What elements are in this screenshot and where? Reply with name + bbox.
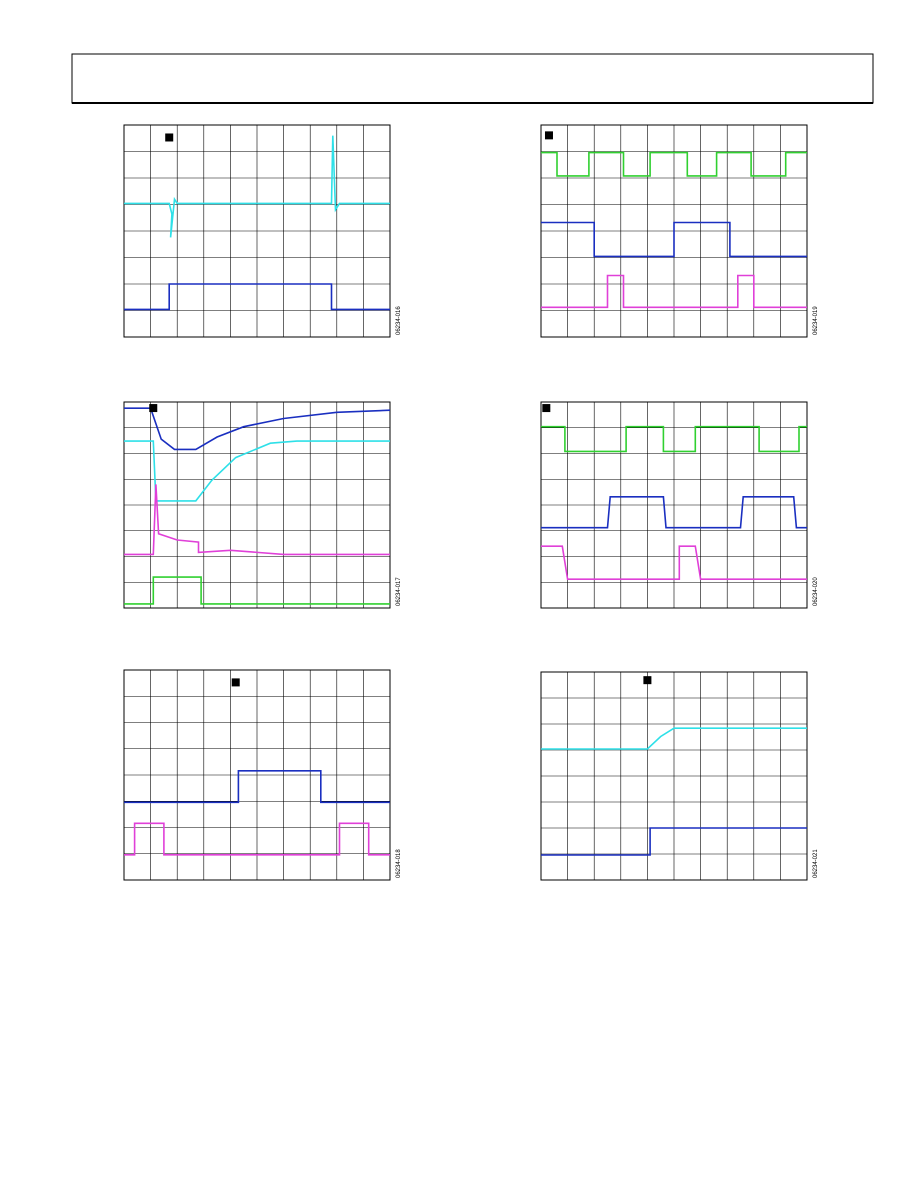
waveform [541,545,807,581]
scope-plot: 06234-018 [123,669,402,881]
figure-id: 06234-017 [396,577,402,606]
trigger-marker [149,404,158,413]
figure-id: 06234-021 [813,849,819,878]
waveform [541,495,807,529]
scope-plot: 06234-017 [123,401,402,609]
figure-id: 06234-016 [396,306,402,335]
waveform [124,769,390,804]
scope-plot: 06234-019 [540,124,819,338]
figure-id: 06234-019 [813,306,819,335]
scope-plot: 06234-016 [123,124,402,338]
scope-plot: 06234-020 [540,401,819,609]
waveform [541,425,807,453]
scope-plot: 06234-021 [540,671,819,881]
waveform [124,440,390,502]
waveform [541,151,807,177]
waveform [124,576,390,605]
trigger-marker [542,404,551,413]
waveform [541,221,807,258]
waveform [124,822,390,856]
figure-id: 06234-020 [813,577,819,606]
waveform [124,283,390,311]
waveform [541,274,807,309]
trigger-marker [643,676,652,685]
figure-id: 06234-018 [396,849,402,878]
waveform [541,827,807,856]
waveform [541,727,807,750]
trigger-marker [165,133,174,142]
trigger-marker [544,131,553,140]
waveform [124,135,390,238]
waveform [124,407,391,451]
waveform [124,484,390,556]
header-box [71,53,874,104]
trigger-marker [231,678,240,687]
